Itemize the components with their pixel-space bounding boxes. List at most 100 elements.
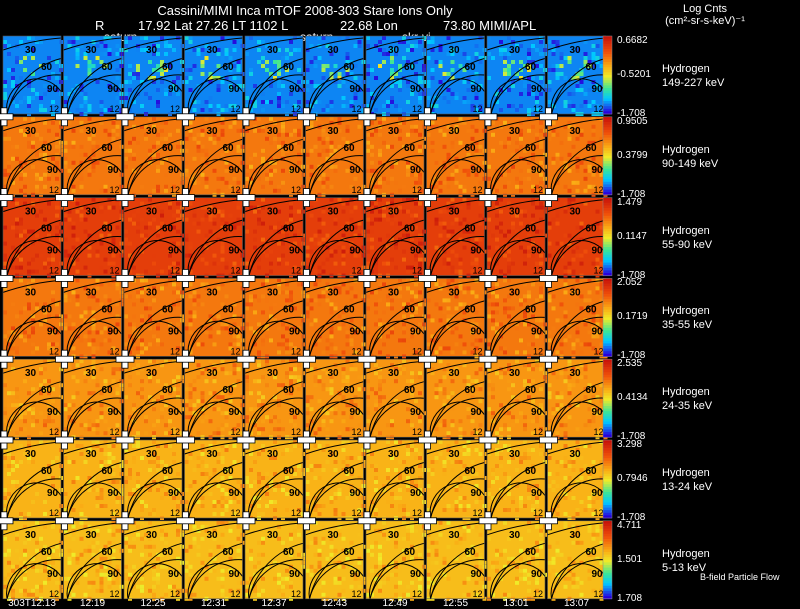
cell-border: [365, 197, 425, 276]
heatmap-pixel: [27, 144, 31, 149]
heatmap-pixel: [216, 452, 221, 456]
heatmap-pixel: [232, 64, 237, 68]
heatmap-pixel: [317, 375, 322, 380]
heatmap-pixel: [75, 379, 80, 384]
heatmap-pixel: [245, 104, 249, 108]
heatmap-pixel: [51, 290, 55, 295]
heatmap-pixel: [281, 84, 285, 88]
heatmap-pixel: [414, 124, 418, 129]
heatmap-pixel: [285, 290, 289, 295]
heatmap-pixel: [418, 148, 422, 153]
heatmap-pixel: [446, 346, 451, 351]
heatmap-pixel: [462, 350, 467, 355]
heatmap-pixel: [394, 367, 398, 372]
heatmap-pixel: [160, 269, 164, 274]
heatmap-pixel: [87, 330, 92, 335]
contour-label: 90: [108, 84, 120, 95]
heatmap-pixel: [220, 326, 225, 331]
heatmap-pixel: [188, 452, 193, 456]
heatmap-pixel: [386, 144, 390, 149]
heatmap-pixel: [333, 80, 338, 84]
heatmap-pixel: [289, 144, 293, 149]
heatmap-pixel: [220, 391, 225, 396]
heatmap-pixel: [394, 217, 398, 222]
heatmap-pixel: [148, 484, 152, 488]
heatmap-pixel: [478, 423, 483, 428]
heatmap-pixel: [3, 209, 7, 214]
heatmap-pixel: [325, 282, 330, 287]
heatmap-pixel: [220, 504, 225, 508]
heatmap-pixel: [232, 265, 237, 270]
heatmap-pixel: [83, 423, 88, 428]
heatmap-pixel: [245, 261, 249, 266]
heatmap-pixel: [67, 225, 72, 230]
heatmap-pixel: [184, 172, 189, 177]
contour-label: 60: [102, 466, 114, 477]
colorbar-segment: [603, 148, 612, 152]
heatmap-pixel: [523, 282, 527, 287]
contour-line: [550, 240, 606, 276]
heatmap-pixel: [487, 379, 491, 384]
heatmap-pixel: [196, 132, 201, 137]
heatmap-pixel: [426, 314, 431, 319]
heatmap-pixel: [236, 326, 241, 331]
heatmap-pixel: [446, 278, 451, 283]
saturn-marker: [55, 194, 74, 202]
heatmap-pixel: [503, 72, 507, 76]
heatmap-pixel: [115, 387, 120, 392]
heatmap-pixel: [591, 245, 596, 250]
heatmap-pixel: [257, 180, 261, 185]
heatmap-pixel: [559, 156, 564, 161]
heatmap-pixel: [466, 56, 471, 60]
heatmap-pixel: [333, 48, 338, 52]
heatmap-pixel: [309, 298, 314, 303]
heatmap-pixel: [23, 427, 27, 432]
heatmap-pixel: [281, 180, 285, 185]
heatmap-pixel: [269, 484, 273, 488]
heatmap-pixel: [575, 88, 580, 92]
heatmap-pixel: [140, 278, 144, 283]
heatmap-pixel: [152, 423, 156, 428]
heatmap-pixel: [47, 326, 51, 331]
heatmap-pixel: [91, 132, 96, 137]
contour-line: [6, 401, 62, 438]
heatmap-pixel: [491, 395, 495, 400]
heatmap-pixel: [124, 80, 128, 84]
contour-line: [248, 320, 304, 357]
heatmap-pixel: [257, 431, 261, 436]
heatmap-pixel: [583, 168, 588, 173]
contour-line: [547, 37, 606, 51]
heatmap-pixel: [79, 314, 84, 319]
contour-label: 60: [586, 143, 598, 154]
heatmap-pixel: [454, 168, 459, 173]
heatmap-pixel: [160, 415, 164, 420]
heatmap-pixel: [156, 168, 160, 173]
heatmap-pixel: [27, 100, 31, 104]
heatmap-pixel: [547, 225, 552, 230]
colorbar-segment: [603, 103, 612, 107]
heatmap-pixel: [430, 124, 435, 129]
heatmap-pixel: [390, 176, 394, 181]
heatmap-pixel: [353, 96, 358, 100]
heatmap-pixel: [232, 261, 237, 266]
heatmap-pixel: [591, 44, 596, 48]
heatmap-pixel: [418, 415, 422, 420]
heatmap-pixel: [11, 144, 15, 149]
heatmap-pixel: [111, 128, 116, 133]
heatmap-pixel: [539, 387, 543, 392]
heatmap-pixel: [579, 225, 584, 230]
heatmap-pixel: [474, 338, 479, 343]
heatmap-pixel: [563, 342, 568, 347]
heatmap-pixel: [63, 205, 68, 210]
heatmap-pixel: [418, 188, 422, 193]
heatmap-pixel: [3, 257, 7, 262]
heatmap-pixel: [281, 359, 285, 364]
heatmap-pixel: [535, 298, 539, 303]
heatmap-pixel: [442, 160, 447, 165]
heatmap-pixel: [474, 92, 479, 96]
heatmap-pixel: [434, 395, 439, 400]
heatmap-pixel: [115, 68, 120, 72]
heatmap-pixel: [366, 237, 370, 242]
heatmap-pixel: [172, 213, 176, 218]
heatmap-pixel: [79, 144, 84, 149]
